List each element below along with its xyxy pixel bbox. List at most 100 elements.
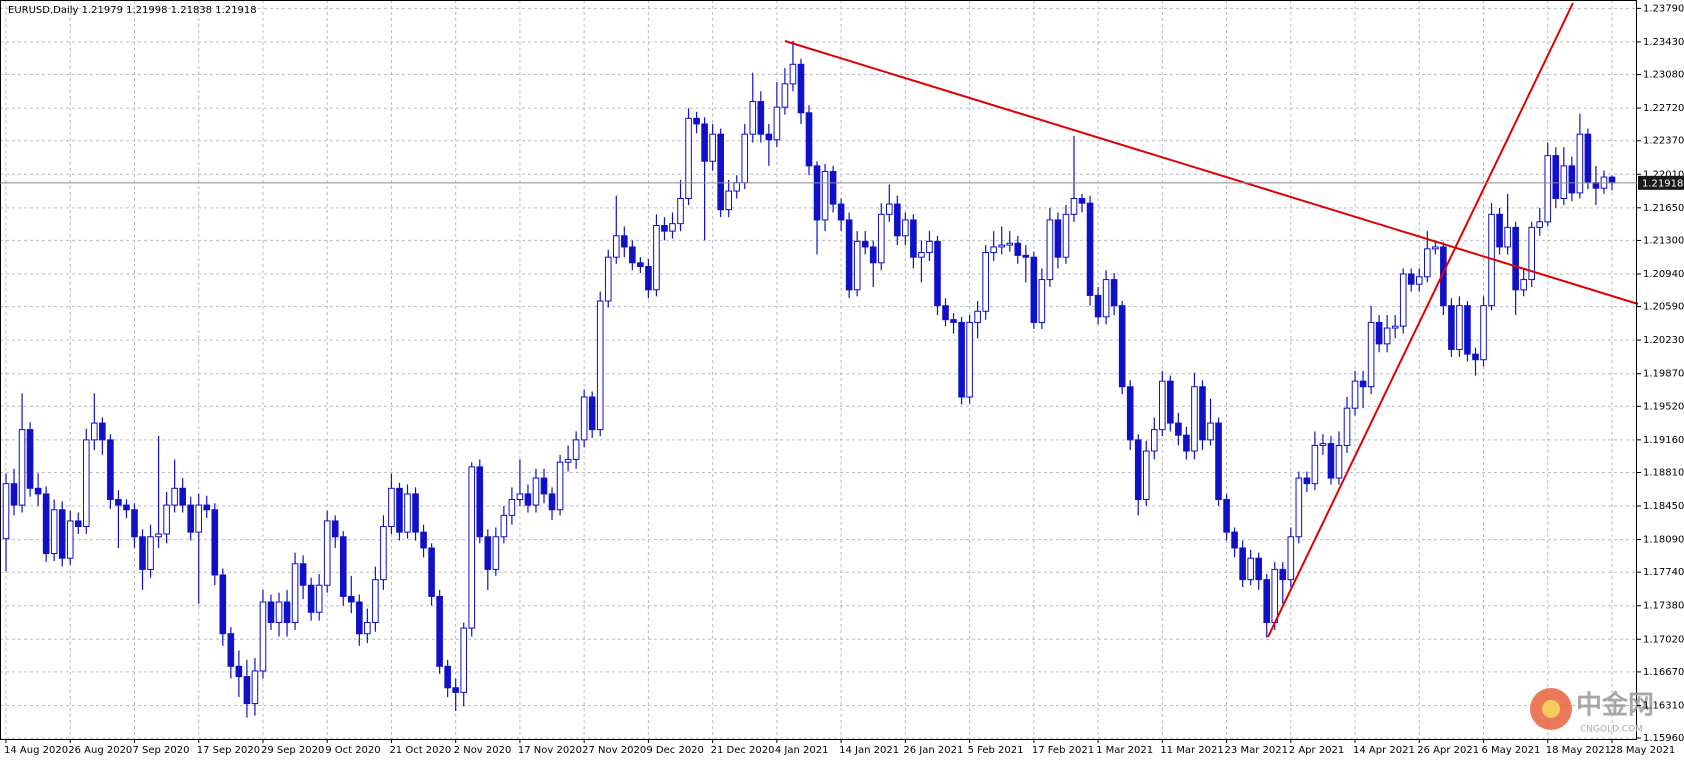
watermark-sub: CNGOLD.COM	[1580, 725, 1643, 735]
candle-body	[1134, 439, 1142, 501]
candle-body	[677, 197, 684, 225]
candle-body	[958, 321, 965, 398]
candle-body	[364, 622, 371, 635]
x-tick-label: 9 Oct 2020	[325, 745, 380, 756]
candle-body	[1014, 242, 1022, 256]
candle-body	[1150, 429, 1158, 452]
x-tick-label: 5 Feb 2021	[968, 745, 1024, 756]
candle-body	[637, 262, 644, 268]
candle-body	[1584, 133, 1592, 184]
x-tick-label: 14 Aug 2020	[4, 745, 68, 756]
last-price-box	[1638, 175, 1684, 190]
candle-body	[596, 300, 604, 431]
y-tick-label: 1.23080	[1643, 70, 1684, 81]
candle-body	[1520, 279, 1527, 291]
candle-body	[797, 63, 805, 114]
candle-body	[1006, 242, 1014, 246]
x-tick-label: 28 May 2021	[1610, 745, 1675, 756]
candle-body	[508, 499, 516, 516]
candle-body	[1215, 422, 1222, 501]
candle-body	[107, 439, 114, 501]
candle-body	[1552, 155, 1560, 199]
candle-body	[604, 256, 612, 302]
candle-body	[139, 536, 146, 570]
candle-body	[476, 466, 484, 538]
candle-body	[532, 477, 540, 506]
candle-body	[717, 133, 724, 211]
x-tick-label: 2 Apr 2021	[1289, 745, 1344, 756]
candle-body	[1199, 386, 1206, 441]
candle-body	[1207, 422, 1214, 441]
candle-body	[404, 493, 411, 533]
candle-body	[1054, 219, 1062, 258]
y-tick-label: 1.18090	[1643, 535, 1684, 546]
candle-body	[323, 520, 331, 586]
candle-body	[1062, 213, 1070, 258]
candle-body	[267, 601, 275, 624]
candle-body	[283, 601, 291, 624]
candle-body	[396, 487, 403, 533]
y-tick-label: 1.16310	[1643, 700, 1684, 711]
candle-body	[629, 246, 636, 264]
grid	[0, 0, 1637, 739]
candle-body	[1247, 557, 1254, 581]
candle-body	[1576, 133, 1584, 194]
y-tick-label: 1.15960	[1643, 733, 1684, 744]
candle-body	[805, 112, 813, 167]
candle-body	[564, 458, 572, 463]
y-tick-label: 1.20940	[1643, 269, 1684, 280]
candle-body	[661, 225, 668, 232]
candle-body	[1464, 305, 1471, 355]
candle-body	[845, 219, 853, 291]
candle-body	[1038, 279, 1046, 323]
candle-body	[26, 429, 34, 489]
candle-body	[74, 520, 82, 528]
candle-body	[1175, 422, 1182, 436]
candle-body	[572, 439, 580, 460]
candle-body	[1424, 248, 1431, 278]
candle-body	[1568, 165, 1576, 194]
logo-inner	[1542, 700, 1560, 718]
candle-body	[42, 493, 50, 555]
y-tick-label: 1.22370	[1643, 136, 1684, 147]
candle-body	[861, 240, 869, 248]
candle-body	[1407, 273, 1415, 285]
candle-body	[155, 533, 162, 538]
candle-body	[1327, 443, 1335, 479]
candle-body	[990, 246, 997, 254]
candle-body	[468, 466, 476, 629]
candle-body	[203, 504, 211, 511]
candle-body	[1311, 444, 1319, 485]
candle-body	[195, 504, 203, 533]
candle-body	[460, 627, 468, 693]
x-tick-label: 17 Feb 2021	[1032, 745, 1094, 756]
candle-body	[163, 504, 170, 535]
candle-body	[588, 396, 596, 431]
candle-body	[1223, 499, 1230, 533]
candle-body	[211, 509, 219, 576]
candle-body	[420, 531, 427, 549]
candle-body	[693, 117, 700, 125]
candle-body	[380, 526, 387, 581]
candle-body	[1086, 202, 1094, 296]
y-tick-label: 1.17380	[1643, 601, 1684, 612]
candle-body	[1399, 273, 1407, 327]
candle-body	[131, 509, 138, 538]
y-tick-label: 1.17740	[1643, 567, 1684, 578]
candle-body	[436, 595, 443, 667]
x-tick-label: 1 Mar 2021	[1096, 745, 1153, 756]
candle-body	[243, 676, 251, 705]
x-tick-label: 6 May 2021	[1482, 745, 1541, 756]
candle-body	[452, 687, 459, 693]
x-tick-label: 17 Sep 2020	[197, 745, 260, 756]
candle-body	[492, 536, 500, 570]
candle-body	[1592, 182, 1600, 189]
candle-body	[1287, 536, 1295, 581]
candles	[2, 41, 1616, 718]
candle-body	[235, 665, 243, 678]
candle-body	[1183, 434, 1190, 452]
x-tick-label: 26 Apr 2021	[1417, 745, 1479, 756]
candle-body	[179, 487, 186, 506]
